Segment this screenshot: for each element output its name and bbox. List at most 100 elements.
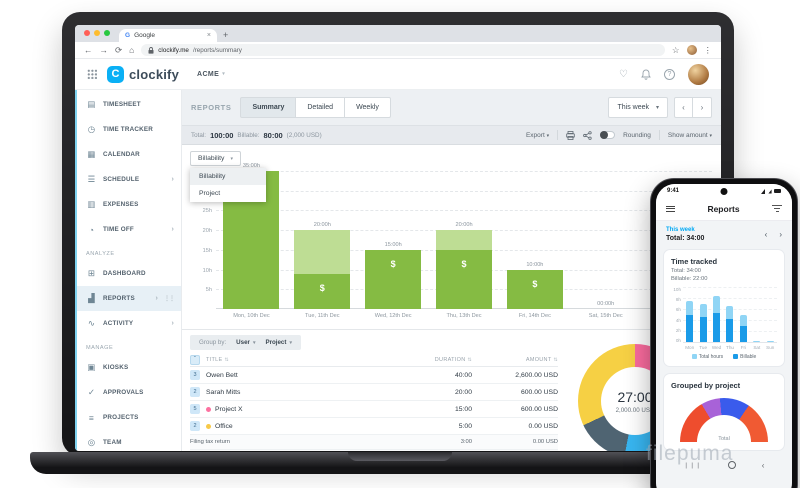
lock-icon: [148, 46, 154, 54]
filter-icon[interactable]: [772, 205, 782, 213]
summary-table-panel: Group by: User Project ˇ TITLE DURATION …: [182, 329, 721, 451]
menu-item-billability[interactable]: Billability: [190, 168, 266, 185]
legend-swatch-total-hours: [691, 354, 697, 360]
reload-icon[interactable]: ⟳: [115, 44, 123, 55]
pin-handle-icon[interactable]: ⋮⋮: [164, 296, 175, 302]
table-row[interactable]: 3 Owen Bett 40:00 2,600.00 USD: [190, 367, 558, 384]
sidebar-item-time-off[interactable]: ◔ TIME OFF ›: [75, 217, 181, 242]
user-avatar[interactable]: [688, 63, 709, 85]
x-tick: Tue, 11th Dec: [305, 313, 340, 319]
sidebar-item-activity[interactable]: ∿ ACTIVITY ›: [75, 311, 181, 336]
notifications-bell-icon[interactable]: [641, 69, 651, 80]
arc-center-label: Total: [718, 436, 730, 442]
y-tick: 8h: [675, 297, 681, 303]
period-selector[interactable]: This week: [608, 97, 668, 118]
bar-chart-plot: 35h 30h 25h 20h 15h 10h 5h 35:00h$ 20:00…: [203, 163, 712, 319]
favorites-heart-icon[interactable]: ♡: [619, 68, 628, 80]
browser-profile-avatar[interactable]: [686, 45, 697, 55]
new-tab-button[interactable]: +: [223, 30, 229, 40]
table-subrow[interactable]: Filing tax return 3:00 0.00 USD: [190, 435, 558, 450]
menu-item-project[interactable]: Project: [199, 190, 221, 197]
sidebar-item-team[interactable]: ◎ TEAM: [75, 430, 181, 451]
phone-bar-mon[interactable]: [683, 300, 696, 342]
sidebar-item-calendar[interactable]: ▦ CALENDAR: [75, 142, 181, 167]
close-window-button[interactable]: [84, 30, 90, 36]
close-tab-icon[interactable]: ×: [206, 32, 211, 39]
billability-dropdown-button[interactable]: Billability: [190, 151, 241, 166]
phone-bar-sun[interactable]: [764, 341, 777, 342]
tab-weekly[interactable]: Weekly: [345, 97, 391, 118]
share-icon[interactable]: [583, 130, 592, 140]
sidebar-item-projects[interactable]: ≡ PROJECTS: [75, 405, 181, 430]
card-billable: Billable: 22:00: [671, 276, 708, 282]
bookmark-star-icon[interactable]: ☆: [671, 44, 680, 55]
window-controls[interactable]: [84, 30, 110, 36]
bar-thu[interactable]: 20:00h $: [429, 222, 500, 309]
recents-nav-icon[interactable]: ❘❘❘: [683, 462, 702, 469]
browser-menu-icon[interactable]: ⋮: [703, 44, 713, 55]
phone-period-label[interactable]: This week: [666, 227, 695, 233]
sort-icon[interactable]: [468, 357, 473, 363]
sidebar-item-dashboard[interactable]: ⊞ DASHBOARD: [75, 261, 181, 286]
sidebar-item-label: TEAM: [103, 439, 122, 446]
table-row[interactable]: 2 Sarah Mitts 20:00 600.00 USD: [190, 384, 558, 401]
browser-tab[interactable]: G Google ×: [119, 29, 217, 42]
next-period-button[interactable]: [779, 230, 782, 239]
expenses-icon: ▥: [87, 199, 96, 209]
billable-label: Billable:: [237, 131, 260, 139]
apps-grid-icon[interactable]: [87, 69, 97, 79]
url-bar[interactable]: clockify.me/reports/summary: [141, 44, 665, 56]
y-tick: 4h: [675, 317, 681, 323]
hamburger-menu-icon[interactable]: [666, 205, 675, 213]
group-by-project-select[interactable]: Project: [265, 339, 292, 346]
phone-bar-fri[interactable]: [737, 314, 750, 342]
phone-bar-wed[interactable]: [710, 296, 723, 342]
group-by-user-select[interactable]: User: [236, 339, 255, 346]
home-nav-icon[interactable]: [727, 461, 736, 469]
sidebar-item-time-tracker[interactable]: ◷ TIME TRACKER: [75, 117, 181, 142]
print-icon[interactable]: [566, 130, 575, 140]
sidebar-item-schedule[interactable]: ☰ SCHEDULE ›: [75, 167, 181, 192]
main-content: REPORTS Summary Detailed Weekly This wee…: [182, 90, 721, 451]
table-row[interactable]: 2 Office 5:00 0.00 USD: [190, 418, 558, 435]
bar-fri[interactable]: 10:00h $: [499, 262, 570, 309]
sidebar-item-expenses[interactable]: ▥ EXPENSES: [75, 192, 181, 217]
forward-icon[interactable]: →: [99, 45, 109, 55]
next-period-button[interactable]: [693, 97, 712, 118]
phone-bar-thu[interactable]: [723, 306, 736, 342]
count-badge: 3: [190, 370, 200, 380]
table-row[interactable]: 5 Project X 15:00 600.00 USD: [190, 401, 558, 418]
previous-period-button[interactable]: [765, 230, 768, 239]
help-icon[interactable]: ?: [664, 68, 675, 80]
export-button[interactable]: Export: [526, 132, 549, 139]
phone-bar-tue[interactable]: [696, 303, 709, 342]
show-amount-button[interactable]: Show amount: [668, 132, 712, 139]
sidebar-item-kiosks[interactable]: ▣ KIOSKS: [75, 355, 181, 380]
activity-icon: ∿: [87, 318, 96, 328]
sidebar-item-timesheet[interactable]: ▤ TIMESHEET: [75, 92, 181, 117]
maximize-window-button[interactable]: [104, 30, 110, 36]
tab-detailed[interactable]: Detailed: [296, 97, 346, 118]
table-subrow[interactable]: Invoicing clients2:000.00 USD: [190, 450, 558, 451]
rounding-toggle[interactable]: [600, 131, 616, 139]
bar-wed[interactable]: 15:00h $: [358, 242, 429, 309]
legend-item-total-hours: Total hours: [691, 354, 723, 360]
back-icon[interactable]: ←: [84, 45, 93, 55]
sidebar-item-approvals[interactable]: ✓ APPROVALS: [75, 380, 181, 405]
sort-icon[interactable]: [224, 357, 229, 363]
select-all-checkbox[interactable]: ˇ: [190, 355, 200, 365]
back-nav-icon[interactable]: [762, 461, 765, 470]
sort-icon[interactable]: [554, 357, 559, 363]
bar-tue[interactable]: 20:00h $: [287, 222, 358, 309]
row-amount: 600.00 USD: [520, 388, 558, 396]
home-icon[interactable]: ⌂: [129, 45, 135, 55]
phone-bar-sat[interactable]: [750, 341, 763, 342]
bar-sat[interactable]: 00:00h$: [570, 301, 641, 309]
previous-period-button[interactable]: [674, 97, 693, 118]
billable-segment: [686, 314, 694, 342]
sidebar-item-reports[interactable]: ▟ REPORTS › ⋮⋮: [75, 286, 181, 311]
workspace-selector[interactable]: ACME: [197, 71, 225, 78]
tab-summary[interactable]: Summary: [240, 97, 297, 118]
minimize-window-button[interactable]: [94, 30, 100, 36]
